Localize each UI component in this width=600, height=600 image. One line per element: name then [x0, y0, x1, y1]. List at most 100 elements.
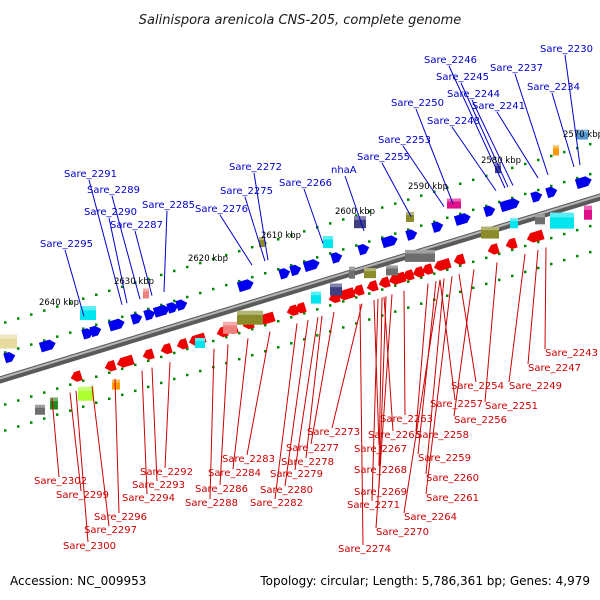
forward-gene-arrow	[302, 259, 320, 272]
gene-feature-box	[584, 205, 592, 220]
kbp-tick-label: 2640 kbp	[39, 298, 79, 308]
gene-label: Sare_2266	[279, 178, 332, 189]
gene-label: Sare_2280	[260, 485, 313, 496]
gene-label: Sare_2269	[354, 487, 407, 498]
gene-feature-box	[550, 212, 574, 229]
gene-feature-box	[330, 283, 342, 296]
gene-label: Sare_2250	[391, 98, 444, 109]
gene-label: Sare_2248	[427, 116, 480, 127]
kbp-tick-labels: 2570 kbp 2580 kbp 2590 kbp 2600 kbp 2610 kbp…	[39, 130, 600, 308]
gene-features	[0, 129, 592, 415]
gene-label: Sare_2284	[208, 468, 261, 479]
forward-gene-arrow	[545, 186, 558, 199]
gene-label: Sare_2290	[84, 207, 137, 218]
kbp-tick-label: 2600 kbp	[335, 207, 375, 217]
reverse-gene-arrow	[433, 257, 452, 272]
gene-label: Sare_2241	[472, 101, 525, 112]
gene-label: Sare_2265	[368, 430, 421, 441]
kbp-tick-label: 2580 kbp	[481, 156, 521, 166]
gene-label: Sare_2256	[454, 415, 507, 426]
gene-feature-box	[510, 218, 518, 229]
gene-label: Sare_2244	[447, 89, 500, 100]
gene-feature-box	[447, 198, 461, 209]
gene-label: Sare_2255	[357, 152, 410, 163]
reverse-gene-arrow	[116, 354, 135, 368]
gene-label: Sare_2246	[424, 55, 477, 66]
gene-label: Sare_2271	[347, 500, 400, 511]
gene-feature-box	[237, 310, 263, 325]
reverse-gene-arrow	[294, 302, 307, 314]
gene-label: Sare_2245	[436, 72, 489, 83]
gene-label: Sare_2264	[404, 512, 457, 523]
gene-label: Sare_2247	[528, 363, 581, 374]
gene-label: Sare_2273	[307, 427, 360, 438]
gene-label: Sare_2291	[64, 169, 117, 180]
forward-gene-arrow	[89, 325, 102, 338]
reverse-gene-arrow	[104, 360, 117, 372]
gene-label: Sare_2254	[451, 381, 504, 392]
reverse-gene-arrow	[487, 243, 500, 255]
gene-label: Sare_2249	[509, 381, 562, 392]
gene-feature-box	[364, 268, 376, 279]
reverse-gene-arrow	[505, 237, 518, 250]
gene-label: Sare_2272	[229, 162, 282, 173]
forward-gene-arrow	[530, 191, 543, 203]
reverse-gene-arrow	[412, 266, 425, 278]
gene-label: Sare_2261	[426, 493, 479, 504]
gene-label: Sare_2277	[286, 443, 339, 454]
gene-feature-box	[35, 404, 45, 415]
gene-feature-box	[80, 306, 96, 321]
gene-label: Sare_2270	[376, 527, 429, 538]
gene-label: Sare_2243	[545, 348, 598, 359]
reverse-gene-arrow	[142, 348, 155, 360]
kbp-tick-label: 2630 kbp	[114, 277, 154, 287]
forward-gene-arrow	[380, 235, 398, 249]
forward-gene-arrow	[431, 221, 444, 233]
gene-label: Sare_2268	[354, 465, 407, 476]
gene-label: Sare_2253	[378, 135, 431, 146]
gene-label: Sare_2285	[142, 200, 195, 211]
gene-feature-box	[195, 337, 205, 348]
forward-gene-arrow	[574, 176, 592, 190]
gene-feature-box	[535, 214, 545, 225]
forward-gene-arrow	[3, 351, 16, 364]
gene-label: Sare_2296	[94, 512, 147, 523]
gene-feature-box	[349, 266, 355, 279]
gene-feature-box	[406, 211, 414, 222]
gene-label: Sare_2283	[222, 454, 275, 465]
forward-gene-arrow	[81, 328, 94, 340]
reverse-gene-arrow	[176, 338, 189, 350]
kbp-tick-label: 2610 kbp	[261, 231, 301, 241]
gene-feature-box	[323, 235, 333, 248]
map-title: Salinispora arenicola CNS-205, complete …	[139, 13, 461, 28]
gene-label: Sare_2289	[87, 185, 140, 196]
forward-gene-arrow	[357, 244, 370, 256]
kbp-tick-label: 2620 kbp	[188, 254, 228, 264]
gene-label: Sare_2267	[354, 444, 407, 455]
forward-gene-arrow	[143, 309, 156, 321]
reverse-gene-arrow	[421, 263, 434, 275]
gene-label: nhaA	[331, 165, 357, 176]
gene-label: Sare_2234	[527, 82, 580, 93]
accession-text: Accession: NC_009953	[10, 574, 146, 588]
gene-label: Sare_2274	[338, 544, 391, 555]
gene-label: Sare_2300	[63, 541, 116, 552]
gene-feature-box	[0, 334, 17, 349]
forward-gene-arrow	[453, 213, 471, 226]
gene-label: Sare_2275	[220, 186, 273, 197]
forward-gene-arrow	[236, 279, 254, 293]
gene-feature-box	[481, 226, 499, 239]
gene-label: Sare_2259	[418, 453, 471, 464]
gene-label: Sare_2257	[430, 399, 483, 410]
forward-gene-arrow	[107, 318, 125, 332]
reverse-gene-arrow	[366, 280, 379, 292]
gene-label: Sare_2295	[40, 239, 93, 250]
gene-label: Sare_2278	[281, 457, 334, 468]
gene-label: Sare_2258	[416, 430, 469, 441]
gene-label: Sare_2251	[485, 401, 538, 412]
forward-gene-arrow	[289, 264, 302, 277]
backbone	[0, 193, 600, 384]
